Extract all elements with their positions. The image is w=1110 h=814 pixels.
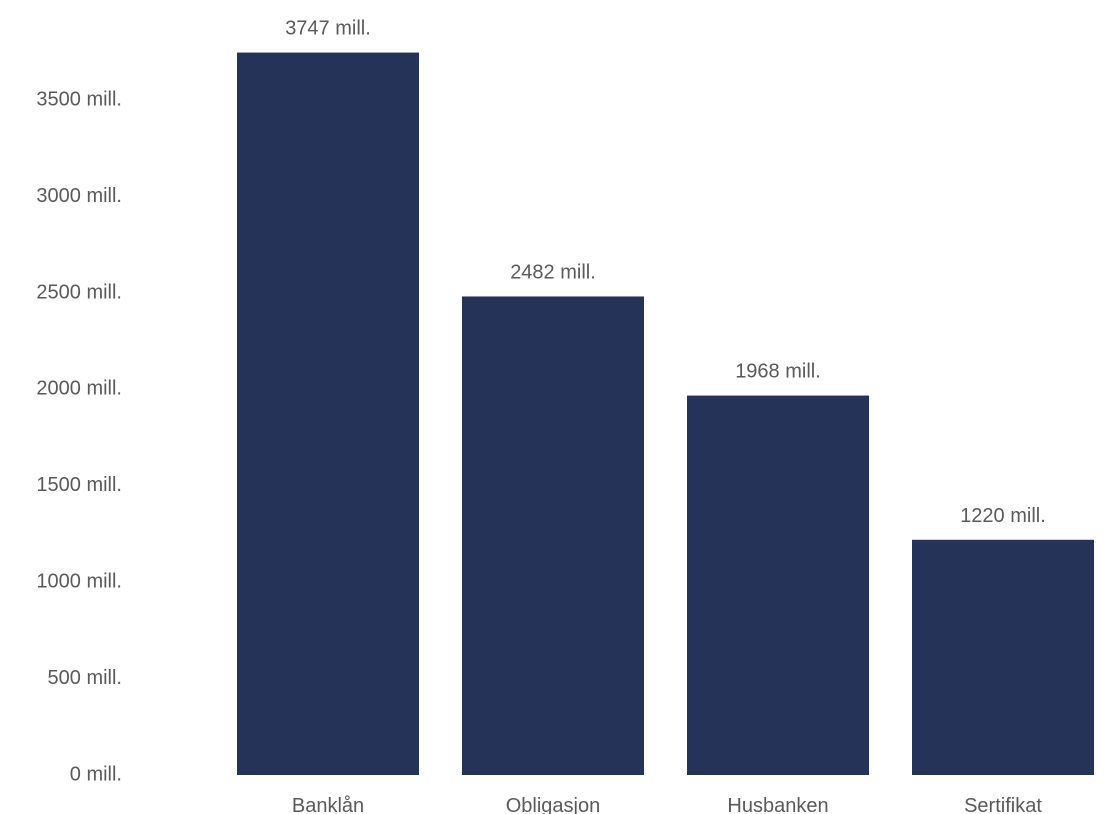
bars (237, 52, 1094, 776)
x-axis: Banklån Obligasjon Husbanken Sertifikat (292, 795, 1042, 814)
data-label: 3747 mill. (285, 18, 371, 40)
data-label: 1220 mill. (960, 505, 1046, 527)
y-tick-label: 1000 mill. (36, 570, 122, 592)
data-labels: 3747 mill. 2482 mill. 1968 mill. 1220 mill. (285, 18, 1046, 527)
y-tick-label: 500 mill. (48, 667, 122, 689)
y-tick-label: 2000 mill. (36, 378, 122, 400)
data-label: 1968 mill. (735, 361, 821, 383)
bar-obligasjon (462, 296, 644, 775)
x-tick-label: Obligasjon (506, 795, 601, 814)
bar-husbanken (687, 395, 869, 775)
data-label: 2482 mill. (510, 261, 596, 283)
bar-banklån (237, 52, 419, 776)
x-tick-label: Banklån (292, 795, 364, 814)
y-axis: 0 mill. 500 mill. 1000 mill. 1500 mill. 2000… (36, 88, 122, 785)
y-tick-label: 3500 mill. (36, 88, 122, 110)
x-tick-label: Sertifikat (964, 795, 1042, 814)
y-tick-label: 1500 mill. (36, 474, 122, 496)
bar-sertifikat (912, 539, 1094, 775)
y-tick-label: 0 mill. (70, 763, 122, 785)
y-tick-label: 2500 mill. (36, 281, 122, 303)
x-tick-label: Husbanken (727, 795, 828, 814)
y-tick-label: 3000 mill. (36, 185, 122, 207)
